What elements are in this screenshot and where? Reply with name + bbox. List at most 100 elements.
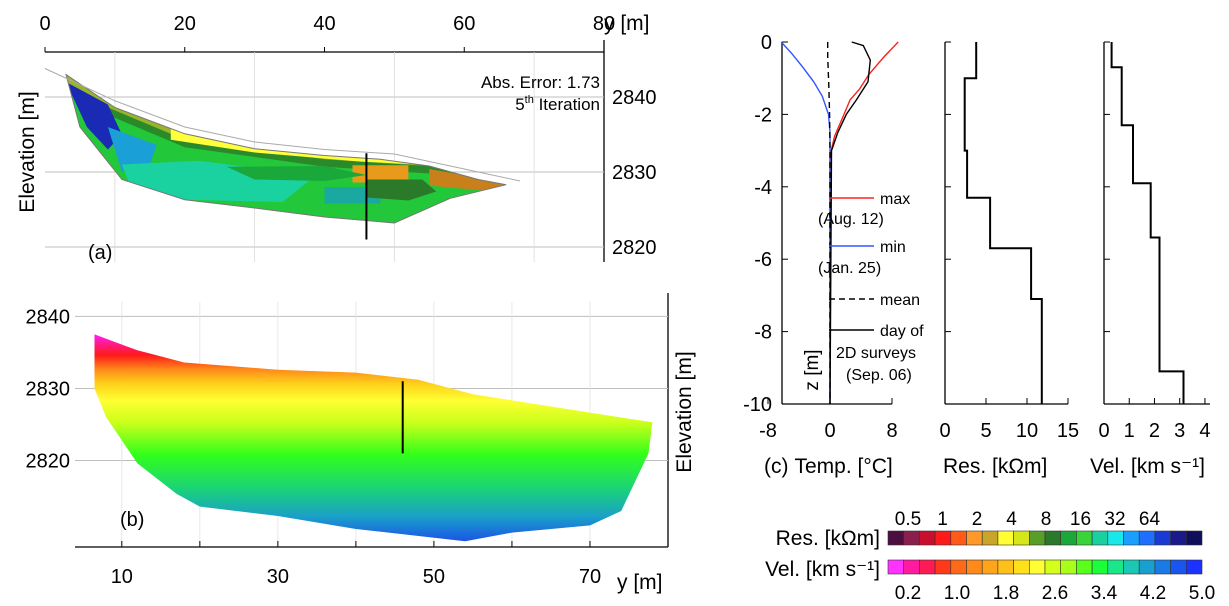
vel-color-swatch	[997, 559, 1014, 575]
panel-c: 0-2-4-6-8-10-8 0 8 0 5 10 15 0 1 2 3 4 max (Aug. 12…	[743, 32, 1210, 478]
panel-c-x-tick-label: 0	[939, 420, 950, 442]
res-color-swatch	[1170, 530, 1187, 546]
res-tick-label: 64	[1139, 509, 1161, 530]
panel-c-x-tick-label: 3	[1174, 420, 1185, 442]
panel-a-region	[429, 169, 507, 192]
panel-a-label: (a)	[88, 242, 112, 264]
panel-a-top-axis-label: y [m]	[604, 12, 650, 35]
vel-color-swatch	[887, 559, 904, 575]
panel-a-right-tick-label: 2840	[612, 87, 657, 109]
panel-b-label: (b)	[120, 509, 144, 531]
res-color-swatch	[887, 530, 904, 546]
res-color-swatch	[1044, 530, 1061, 546]
res-color-swatch	[1091, 530, 1109, 546]
temp-profile-line	[780, 41, 831, 404]
res-color-swatch	[997, 530, 1014, 546]
panel-c-x-tick-label: 2	[1149, 420, 1160, 442]
panel-c-zlabel: z [m]	[802, 349, 823, 390]
panel-a-region	[107, 127, 157, 172]
panel-c-x-tick-label: -8	[759, 420, 777, 442]
vel-color-swatch	[934, 559, 952, 575]
legend-min-label: min	[880, 239, 906, 256]
panel-b-velocity-section	[94, 334, 653, 542]
panel-a-annotation-error: Abs. Error: 1.73	[481, 73, 600, 92]
res-color-swatch	[1029, 530, 1046, 546]
panel-a-top-tick-label: 60	[453, 13, 475, 35]
panel-a-ylabel: Elevation [m]	[16, 91, 39, 212]
res-color-swatch	[1138, 530, 1156, 546]
panel-a: 0 20 40 60 80 2840 2830 2820 Abs. Error: 1.73 5…	[16, 12, 657, 264]
panel-c-x-tick-label: 8	[886, 420, 897, 442]
panel-b-y-tick-label: 2840	[26, 306, 71, 328]
colorbar-res-ticks: 0.5 1 2 4 8 16 32 64	[895, 509, 1161, 530]
vel-color-swatch	[1123, 559, 1140, 575]
panel-b-xlabel: y [m]	[617, 571, 663, 594]
res-tick-label: 4	[1006, 509, 1017, 530]
res-color-swatch	[1186, 530, 1203, 546]
colorbar-res	[887, 530, 1203, 546]
legend-min-date: (Jan. 25)	[818, 260, 881, 277]
panel-c-profiles	[780, 41, 1185, 405]
panel-c-y-tick-label: -10	[743, 394, 772, 416]
colorbar-vel-label: Vel. [km s⁻¹]	[765, 558, 880, 581]
panel-c-res-xlabel: Res. [kΩm]	[943, 455, 1047, 478]
res-color-swatch	[903, 530, 920, 546]
panel-a-top-tick-label: 40	[313, 13, 335, 35]
panel-c-x-tick-label: 15	[1057, 420, 1079, 442]
vel-color-swatch	[1044, 559, 1061, 575]
colorbar-res-label: Res. [kΩm]	[776, 527, 880, 550]
vel-tick-label: 5.0	[1189, 583, 1215, 604]
panel-b-x-tick-label: 50	[423, 566, 445, 588]
vel-color-swatch	[1029, 559, 1046, 575]
colorbars: Res. [kΩm] Vel. [km s⁻¹] 0.5 1 2 4 8 16 32 64 0…	[765, 509, 1215, 604]
vel-tick-label: 0.2	[895, 583, 921, 604]
legend-survey-label: day of	[880, 323, 924, 340]
temperature-legend: max (Aug. 12) min (Jan. 25) mean day of …	[818, 191, 924, 384]
vel-profile-line	[1110, 42, 1185, 404]
res-color-swatch	[1060, 530, 1077, 546]
panel-c-axes: 0-2-4-6-8-10-8 0 8 0 5 10 15 0 1 2 3 4	[743, 32, 1210, 442]
res-tick-label: 32	[1104, 509, 1125, 530]
panel-a-region	[226, 166, 367, 181]
res-color-swatch	[1076, 530, 1093, 546]
res-color-swatch	[919, 530, 936, 546]
vel-color-swatch	[1107, 559, 1124, 575]
temp-profile-line	[829, 41, 872, 405]
vel-tick-label: 4.2	[1140, 583, 1166, 604]
panel-b-y-tick-label: 2830	[26, 378, 71, 400]
panel-c-x-tick-label: 0	[824, 420, 835, 442]
temp-profile-line	[827, 42, 831, 404]
vel-color-swatch	[1170, 559, 1187, 575]
panel-c-x-tick-label: 1	[1124, 420, 1135, 442]
vel-tick-label: 1.8	[993, 583, 1019, 604]
vel-tick-label: 3.4	[1091, 583, 1118, 604]
panel-c-x-tick-label: 10	[1016, 420, 1038, 442]
panel-b-ylabel: Elevation [m]	[673, 351, 696, 472]
res-color-swatch	[934, 530, 952, 546]
vel-color-swatch	[919, 559, 936, 575]
panel-a-top-tick-label: 0	[39, 13, 50, 35]
panel-b-y-tick-label: 2820	[26, 451, 71, 473]
panel-c-vel-xlabel: Vel. [km s⁻¹]	[1090, 455, 1205, 478]
res-tick-label: 1	[937, 509, 948, 530]
panel-c-y-tick-label: -4	[754, 177, 772, 199]
res-tick-label: 2	[972, 509, 983, 530]
res-profile-line	[963, 42, 1043, 404]
legend-survey-line2: 2D surveys	[836, 345, 916, 362]
vel-color-swatch	[950, 559, 967, 575]
panel-b-x-tick-label: 30	[267, 566, 289, 588]
panel-c-x-tick-label: 0	[1098, 420, 1109, 442]
res-color-swatch	[981, 530, 999, 546]
panel-c-y-tick-label: 0	[761, 32, 772, 54]
panel-a-top-tick-label: 80	[593, 13, 615, 35]
vel-color-swatch	[1091, 559, 1109, 575]
res-tick-label: 16	[1070, 509, 1091, 530]
vel-color-swatch	[1138, 559, 1156, 575]
panel-c-x-tick-label: 5	[980, 420, 991, 442]
panel-c-y-tick-label: -2	[754, 104, 772, 126]
panel-a-surface-line	[44, 68, 521, 182]
res-tick-label: 0.5	[895, 509, 921, 530]
legend-max-date: (Aug. 12)	[818, 211, 884, 228]
vel-color-swatch	[981, 559, 999, 575]
